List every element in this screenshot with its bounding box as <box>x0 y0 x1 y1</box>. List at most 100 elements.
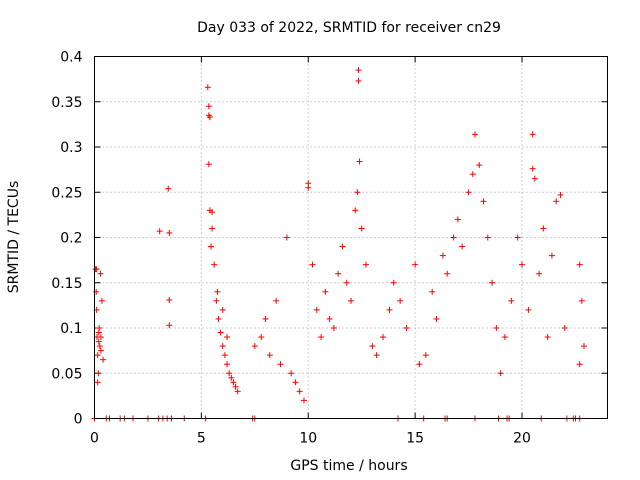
grid-lines <box>94 56 608 419</box>
data-point <box>156 228 163 235</box>
data-point <box>234 388 241 395</box>
data-point <box>283 234 290 241</box>
data-point <box>412 261 419 268</box>
data-point <box>277 361 284 368</box>
data-point <box>213 297 220 304</box>
data-point <box>205 103 212 110</box>
data-point <box>322 288 329 295</box>
data-point <box>476 162 483 169</box>
data-point <box>292 379 299 386</box>
data-point <box>403 325 410 331</box>
x-axis-label: GPS time / hours <box>290 458 407 474</box>
data-point <box>576 261 583 268</box>
x-tick-label: 0 <box>90 431 99 447</box>
data-point <box>209 225 216 232</box>
data-point <box>288 370 295 377</box>
data-point <box>578 297 585 304</box>
data-point <box>97 270 104 277</box>
data-point <box>217 329 224 336</box>
data-point <box>548 252 555 259</box>
data-point <box>215 315 222 322</box>
data-point <box>348 297 354 304</box>
data-point <box>166 229 173 236</box>
data-point <box>529 131 536 138</box>
data-point <box>354 189 361 196</box>
data-point <box>166 296 173 303</box>
data-point <box>497 370 504 377</box>
data-point <box>529 165 536 172</box>
data-point <box>165 185 172 192</box>
data-point <box>226 370 233 377</box>
y-tick-label: 0.4 <box>60 50 82 66</box>
data-point <box>355 77 362 84</box>
data-point <box>429 288 436 295</box>
y-tick-label: 0.2 <box>60 231 82 247</box>
data-point <box>214 288 221 295</box>
data-point <box>209 209 216 216</box>
data-point <box>98 297 105 304</box>
data-point <box>95 370 102 377</box>
data-point <box>258 334 265 341</box>
data-point <box>459 243 466 250</box>
data-point <box>330 325 337 331</box>
data-point <box>309 261 316 268</box>
data-point <box>540 225 547 232</box>
y-tick-label: 0.1 <box>60 321 82 337</box>
data-point <box>94 352 101 359</box>
data-point <box>206 114 213 121</box>
data-point <box>232 383 239 390</box>
data-point <box>422 352 429 359</box>
data-point <box>369 343 376 350</box>
data-point <box>219 343 226 350</box>
data-point <box>444 270 451 277</box>
data-point <box>469 171 476 178</box>
data-point <box>224 361 231 368</box>
y-tick-label: 0.3 <box>60 140 82 156</box>
data-point <box>576 361 583 368</box>
data-point <box>493 325 500 331</box>
data-point <box>561 325 568 331</box>
plot-frame <box>94 56 608 419</box>
data-point <box>380 334 387 341</box>
data-point <box>262 315 269 322</box>
data-point <box>224 334 231 341</box>
data-point <box>326 315 333 322</box>
data-point <box>343 279 350 286</box>
data-point <box>553 198 560 205</box>
y-tick-label: 0.25 <box>51 185 82 201</box>
data-point <box>100 356 107 363</box>
data-point <box>519 261 525 268</box>
data-point <box>95 338 102 345</box>
data-point <box>433 315 440 322</box>
data-point <box>580 343 587 350</box>
data-point <box>501 334 508 341</box>
data-point <box>489 279 496 286</box>
data-point <box>97 334 104 341</box>
y-tick-label: 0.05 <box>51 366 82 382</box>
data-point <box>362 261 369 268</box>
data-point <box>390 279 397 286</box>
data-point <box>251 343 258 350</box>
data-point <box>228 374 235 381</box>
data-point <box>356 158 363 165</box>
data-point <box>508 297 515 304</box>
data-point <box>166 322 173 329</box>
x-tick-label: 15 <box>406 431 424 447</box>
data-point <box>450 234 457 241</box>
data-point <box>536 270 543 277</box>
data-point <box>386 306 393 313</box>
data-point <box>266 352 273 359</box>
data-point <box>221 352 228 359</box>
data-point <box>94 379 101 386</box>
data-point <box>300 397 307 404</box>
data-point <box>207 243 214 250</box>
data-point <box>514 234 521 241</box>
data-point <box>205 161 212 168</box>
data-point <box>230 379 237 386</box>
data-point <box>273 297 280 304</box>
data-point <box>352 207 359 214</box>
data-point <box>454 216 461 223</box>
data-point <box>355 67 362 74</box>
data-point <box>204 84 211 91</box>
